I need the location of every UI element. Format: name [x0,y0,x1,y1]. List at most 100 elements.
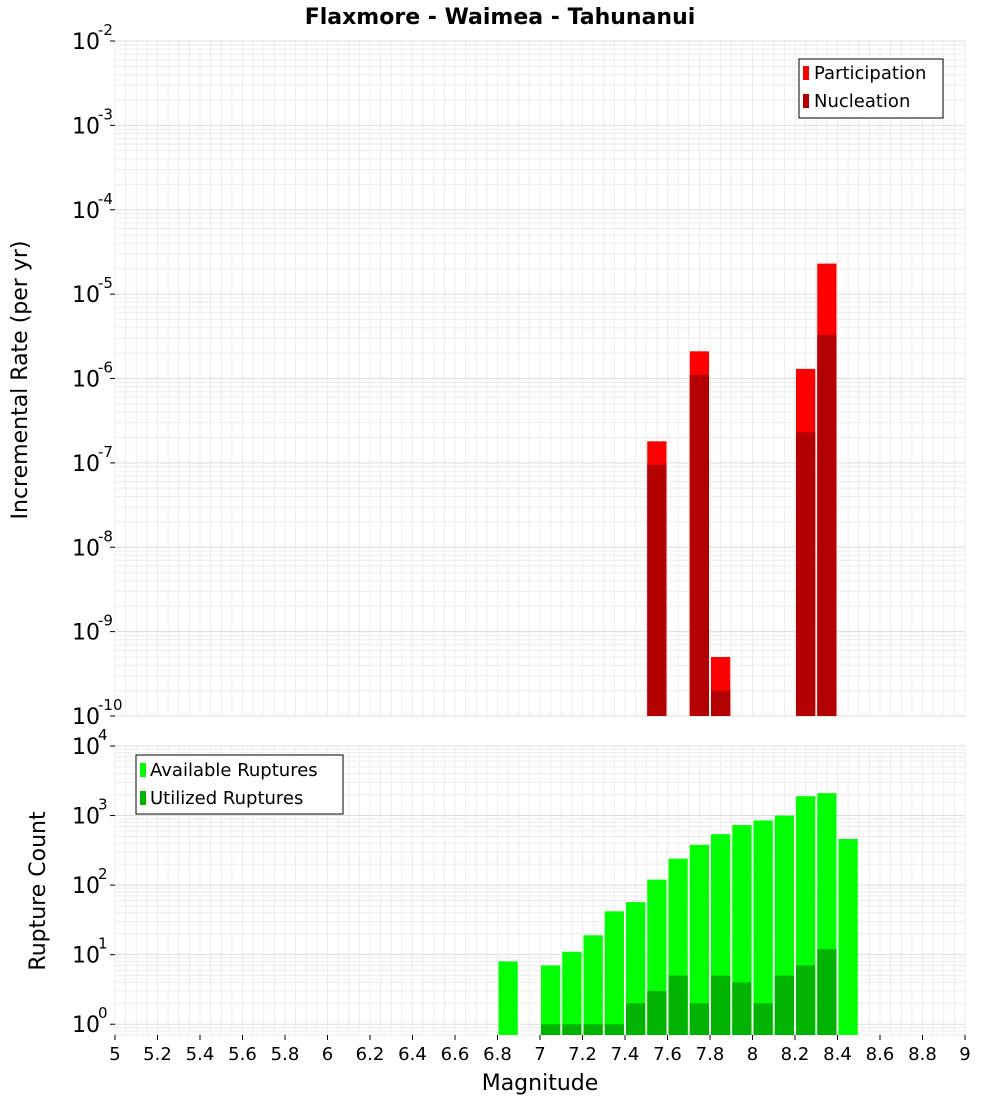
x-ticks: 5 5.2 5.4 5.6 5.8 6 6.2 6.4 6.6 6.8 7 7.2 7.4 7.6 7.8 8… [109,1035,971,1065]
y-tick-label: 10 [72,283,100,308]
x-tick-label: 6.8 [483,1044,512,1065]
y-tick-label: 10 [72,621,100,646]
bar-available-ruptures [753,820,773,1035]
y-tick-label: 10 [72,368,100,393]
x-tick-label: 7 [534,1044,545,1065]
y-tick-exponent: 1 [98,935,108,953]
bar-available-ruptures [562,951,582,1035]
y-tick-label: 10 [72,944,100,969]
bar-utilized-ruptures [753,1003,773,1035]
top-bars [647,263,837,716]
legend-label-nucleation: Nucleation [814,91,910,112]
bar-utilized-ruptures [604,1024,624,1035]
bar-nucleation [711,690,731,716]
bar-available-ruptures [689,844,709,1035]
y-tick-label: 10 [72,199,100,224]
bar-available-ruptures [604,911,624,1035]
x-tick-label: 6.6 [441,1044,470,1065]
chart-title: Flaxmore - Waimea - Tahunanui [305,5,696,30]
bar-utilized-ruptures [817,949,837,1035]
x-tick-label: 8.2 [781,1044,810,1065]
x-tick-label: 5.8 [271,1044,300,1065]
x-tick-label: 9 [959,1044,970,1065]
top-legend: Participation Nucleation [798,58,944,119]
y-tick-exponent: 2 [98,865,108,883]
y-tick-label: 10 [72,1013,100,1038]
x-tick-label: 5.4 [186,1044,215,1065]
bottom-legend-box [135,754,344,815]
bar-nucleation [817,334,837,716]
x-tick-label: 7.6 [653,1044,682,1065]
x-tick-label: 5 [109,1044,120,1065]
y-tick-exponent: 4 [98,726,108,744]
x-axis-title: Magnitude [482,1071,599,1096]
bar-available-ruptures [626,902,646,1035]
y-tick-exponent: -8 [98,527,113,545]
bar-utilized-ruptures [732,982,752,1035]
bar-nucleation [796,432,816,716]
x-tick-label: 7.2 [568,1044,597,1065]
bar-utilized-ruptures [562,1024,582,1035]
bar-utilized-ruptures [796,965,816,1035]
bar-utilized-ruptures [711,975,731,1035]
y-tick-label: 10 [72,114,100,139]
bar-nucleation [647,464,667,716]
bar-available-ruptures [541,965,561,1035]
x-tick-label: 5.6 [228,1044,257,1065]
bar-available-ruptures [838,839,858,1035]
x-tick-label: 8 [747,1044,758,1065]
legend-label-available-ruptures: Available Ruptures [150,760,318,781]
y-tick-exponent: -6 [98,359,113,377]
y-tick-exponent: -3 [98,105,113,123]
y-tick-exponent: -9 [98,612,113,630]
y-tick-label: 10 [72,735,100,760]
x-tick-label: 8.8 [908,1044,937,1065]
y-tick-exponent: -7 [98,443,113,461]
y-tick-label: 10 [72,874,100,899]
y-tick-label: 10 [72,452,100,477]
bar-utilized-ruptures [583,1024,603,1035]
y-tick-label: 10 [72,705,100,730]
bar-nucleation [689,375,709,716]
y-tick-exponent: -10 [98,696,123,714]
bar-utilized-ruptures [647,991,667,1035]
bar-available-ruptures [498,961,518,1035]
y-tick-label: 10 [72,805,100,830]
bar-utilized-ruptures [689,1003,709,1035]
legend-swatch-nucleation [803,94,809,108]
x-tick-label: 6.4 [398,1044,427,1065]
bottom-legend: Available Ruptures Utilized Ruptures [135,754,344,815]
y-tick-exponent: -2 [98,21,113,39]
y-tick-exponent: -4 [98,190,113,208]
x-tick-label: 6.2 [356,1044,385,1065]
x-tick-label: 5.2 [143,1044,172,1065]
x-tick-label: 6 [322,1044,333,1065]
bar-utilized-ruptures [774,975,794,1035]
y-tick-exponent: 0 [98,1004,108,1022]
y-tick-label: 10 [72,536,100,561]
legend-swatch-available-ruptures [140,763,146,777]
bar-utilized-ruptures [668,975,688,1035]
legend-swatch-participation [803,66,809,80]
y-tick-exponent: -5 [98,274,113,292]
bar-utilized-ruptures [541,1024,561,1035]
x-tick-label: 8.6 [866,1044,895,1065]
top-legend-box [798,58,944,119]
y-tick-exponent: 3 [98,796,108,814]
bar-utilized-ruptures [626,1003,646,1035]
y-tick-label: 10 [72,30,100,55]
top-y-axis-title: Incremental Rate (per yr) [8,241,33,520]
x-tick-label: 8.4 [823,1044,852,1065]
legend-label-utilized-ruptures: Utilized Ruptures [150,788,303,809]
legend-swatch-utilized-ruptures [140,791,146,805]
bottom-y-axis-title: Rupture Count [26,811,51,971]
x-tick-label: 7.4 [611,1044,640,1065]
legend-label-participation: Participation [814,63,926,84]
top-grid [114,40,966,717]
x-tick-label: 7.8 [696,1044,725,1065]
bottom-bars [498,793,858,1035]
bar-available-ruptures [583,935,603,1035]
